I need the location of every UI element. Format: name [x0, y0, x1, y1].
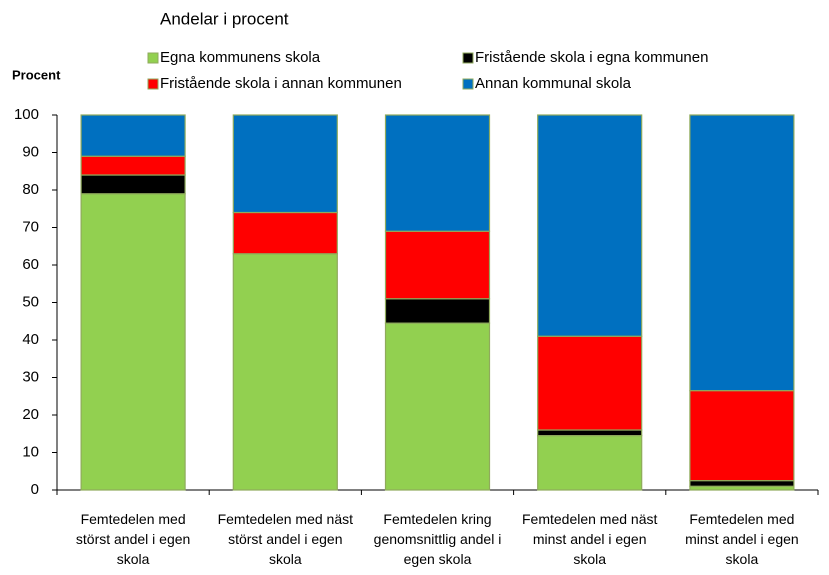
bar-segment — [689, 114, 795, 392]
y-tick-label: 100 — [14, 106, 39, 123]
bar-segment — [689, 480, 795, 487]
x-tick-label: Femtedelen med minst andel i egen skola — [685, 511, 799, 567]
legend-swatch — [147, 78, 159, 90]
x-tick-label: Femtedelen kring genomsnittlig andel i ege… — [374, 511, 502, 567]
y-tick-label: 70 — [22, 218, 39, 235]
bar-segment — [384, 230, 491, 300]
y-tick-label: 60 — [22, 256, 39, 273]
y-tick-label: 10 — [22, 443, 39, 460]
bar-segment — [232, 114, 338, 214]
bar-segment — [537, 435, 643, 491]
y-tick-label: 90 — [22, 143, 39, 160]
y-tick-label: 40 — [22, 331, 39, 348]
x-tick-label: Femtedelen med näst störst andel i egen sk… — [218, 511, 354, 567]
bar-segment — [537, 335, 643, 431]
legend-label: Egna kommunens skola — [160, 49, 321, 66]
y-axis-label: Procent — [12, 67, 61, 82]
bar-segment — [232, 253, 338, 491]
bar-segment — [232, 211, 338, 255]
y-tick-label: 50 — [22, 293, 39, 310]
chart-title: Andelar i procent — [160, 9, 289, 28]
legend-swatch — [147, 52, 159, 64]
bar-segment — [384, 298, 491, 324]
legend-label: Fristående skola i egna kommunen — [475, 49, 708, 66]
bar-segment — [80, 114, 186, 157]
legend-label: Annan kommunal skola — [475, 75, 632, 92]
x-tick-label: Femtedelen med störst andel i egen skola — [76, 511, 190, 567]
legend-label: Fristående skola i annan kommunen — [160, 75, 402, 92]
y-tick-label: 0 — [31, 481, 39, 498]
bar-segment — [384, 322, 491, 491]
bar-segment — [537, 429, 643, 437]
y-tick-label: 80 — [22, 181, 39, 198]
y-tick-label: 20 — [22, 406, 39, 423]
legend-swatch — [462, 52, 474, 64]
y-tick-label: 30 — [22, 368, 39, 385]
legend-swatch — [462, 78, 474, 90]
bar-segment — [80, 155, 186, 176]
bar-segment — [80, 193, 186, 491]
bar-segment — [80, 174, 186, 195]
bar-segment — [689, 390, 795, 482]
x-tick-label: Femtedelen med näst minst andel i egen sko… — [522, 511, 658, 567]
bar-segment — [537, 114, 643, 337]
bar-segment — [384, 114, 491, 232]
